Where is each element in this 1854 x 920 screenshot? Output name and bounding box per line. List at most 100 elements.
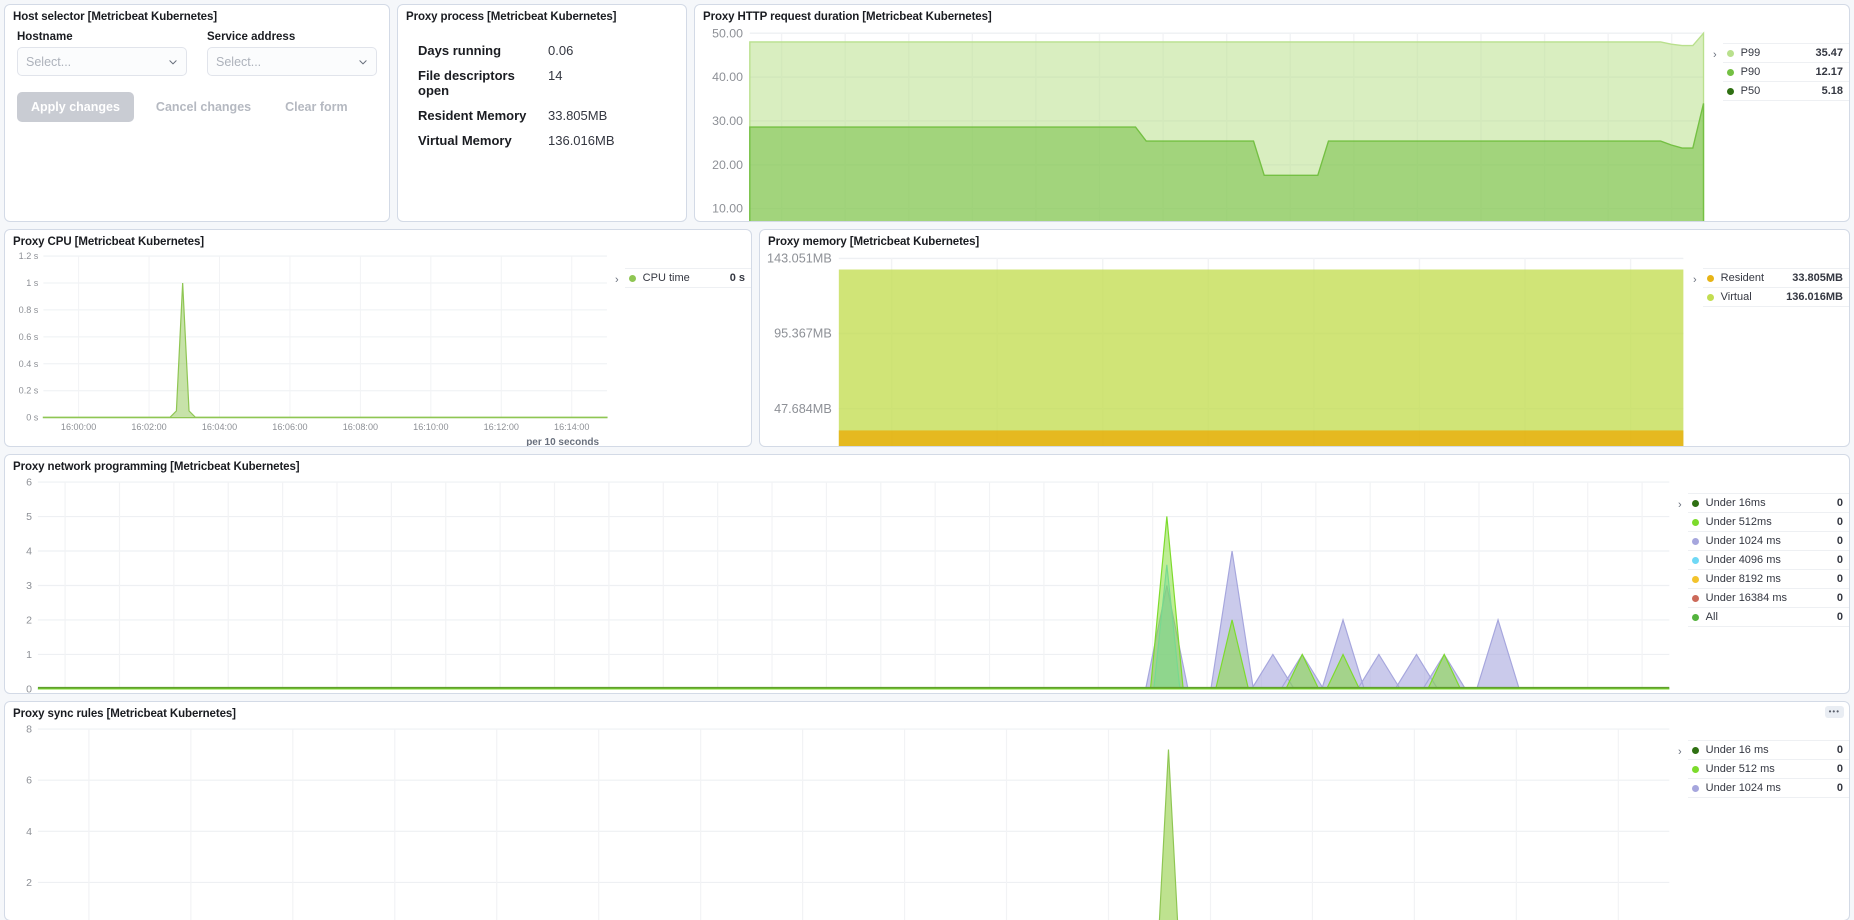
network-programming-svg: 012345616:00:0016:00:3016:01:0016:01:301… bbox=[26, 477, 1670, 694]
svg-text:16:02:00: 16:02:00 bbox=[131, 422, 166, 432]
http-duration-plot[interactable]: 0.0010.0020.0030.0040.0050.0016:00:0016:… bbox=[695, 25, 1709, 221]
legend-value: 0 bbox=[1836, 497, 1843, 509]
proxy-cpu-svg: 0 s 0.2 s 0.4 s 0.6 s 0.8 s 1 s 1.2 s 16:00:00 1… bbox=[19, 251, 608, 432]
legend-item[interactable]: Virtual 136.016MB bbox=[1702, 288, 1849, 307]
panel-http-duration: Proxy HTTP request duration [Metricbeat … bbox=[694, 4, 1850, 222]
svg-text:30.00: 30.00 bbox=[712, 114, 743, 128]
legend-item[interactable]: Resident 33.805MB bbox=[1702, 269, 1849, 288]
hostname-label: Hostname bbox=[17, 31, 73, 43]
proxy-memory-plot[interactable]: 0B47.684MB95.367MB143.051MB16:00:0016:02… bbox=[760, 250, 1689, 446]
legend-value: 0 bbox=[1836, 782, 1843, 794]
legend-label: P99 bbox=[1740, 47, 1761, 59]
legend-label: CPU time bbox=[642, 272, 690, 284]
proxy-memory-chart-wrap: 0B47.684MB95.367MB143.051MB16:00:0016:02… bbox=[760, 250, 1849, 446]
legend-value: 0 bbox=[1836, 744, 1843, 756]
legend-item[interactable]: P99 35.47 bbox=[1722, 44, 1849, 63]
panel-sync-rules: Proxy sync rules [Metricbeat Kubernetes]… bbox=[4, 701, 1850, 920]
svg-text:16:08:00: 16:08:00 bbox=[343, 422, 378, 432]
legend-label: Under 1024 ms bbox=[1705, 782, 1781, 794]
legend-value: 5.18 bbox=[1821, 85, 1843, 97]
legend-label: Resident bbox=[1720, 272, 1765, 284]
panel-title-network-programming: Proxy network programming [Metricbeat Ku… bbox=[13, 461, 300, 473]
legend-label: P50 bbox=[1740, 85, 1761, 97]
hostname-select[interactable]: Select... bbox=[17, 47, 187, 76]
legend-item[interactable]: Under 16ms 0 bbox=[1687, 494, 1849, 513]
legend-list: Resident 33.805MB Virtual 136.016MB bbox=[1702, 268, 1849, 307]
panel-context-menu-icon[interactable]: ••• bbox=[1824, 706, 1844, 718]
sync-rules-plot[interactable]: 02468 bbox=[5, 722, 1674, 920]
svg-text:16:12:00: 16:12:00 bbox=[484, 422, 519, 432]
legend-item[interactable]: P90 12.17 bbox=[1722, 63, 1849, 82]
legend-expand-icon[interactable]: › bbox=[1678, 499, 1682, 511]
service-address-label: Service address bbox=[207, 31, 296, 43]
legend-color-dot bbox=[1706, 293, 1714, 301]
legend-color-dot bbox=[1726, 68, 1734, 76]
legend-item[interactable]: Under 1024 ms 0 bbox=[1687, 779, 1849, 798]
svg-text:143.051MB: 143.051MB bbox=[767, 252, 832, 266]
legend-value: 33.805MB bbox=[1792, 272, 1843, 284]
legend-item[interactable]: Under 8192 ms 0 bbox=[1687, 570, 1849, 589]
panel-host-selector: Host selector [Metricbeat Kubernetes] Ho… bbox=[4, 4, 390, 222]
legend-expand-icon[interactable]: › bbox=[1713, 49, 1717, 61]
panel-title-proxy-process: Proxy process [Metricbeat Kubernetes] bbox=[406, 11, 617, 23]
dashboard-row-2: Proxy CPU [Metricbeat Kubernetes] 0 s 0.2… bbox=[4, 229, 1850, 447]
legend-item[interactable]: All 0 bbox=[1687, 608, 1849, 627]
legend-color-dot bbox=[1691, 784, 1699, 792]
legend-value: 35.47 bbox=[1815, 47, 1843, 59]
proxy-cpu-plot[interactable]: 0 s 0.2 s 0.4 s 0.6 s 0.8 s 1 s 1.2 s 16:00:00 1… bbox=[5, 250, 611, 447]
host-selector-controls: Hostname Select... Service address Selec… bbox=[17, 31, 377, 76]
svg-text:50.00: 50.00 bbox=[712, 26, 743, 40]
proxy-cpu-x-unit: per 10 seconds bbox=[526, 436, 599, 447]
metric-value: 136.016MB bbox=[548, 133, 615, 148]
panel-proxy-process: Proxy process [Metricbeat Kubernetes] Da… bbox=[397, 4, 687, 222]
metric-row: Resident Memory 33.805MB bbox=[418, 108, 686, 123]
hostname-select-value: Select... bbox=[26, 54, 72, 69]
metric-value: 14 bbox=[548, 68, 563, 83]
svg-text:2: 2 bbox=[26, 877, 32, 889]
legend-label: Under 1024 ms bbox=[1705, 535, 1781, 547]
legend-color-dot bbox=[1691, 594, 1699, 602]
clear-form-button[interactable]: Clear form bbox=[273, 92, 360, 122]
svg-text:0: 0 bbox=[26, 683, 32, 694]
legend-list: Under 16ms 0 Under 512ms 0 Under 1024 ms 0 Und… bbox=[1687, 493, 1849, 627]
legend-expand-icon[interactable]: › bbox=[615, 274, 619, 286]
legend-color-dot bbox=[1691, 518, 1699, 526]
svg-text:0 s: 0 s bbox=[26, 413, 39, 423]
legend-item[interactable]: Under 512 ms 0 bbox=[1687, 760, 1849, 779]
cancel-changes-button[interactable]: Cancel changes bbox=[144, 92, 263, 122]
service-address-control: Service address Select... bbox=[207, 31, 377, 76]
http-duration-legend: › P99 35.47 P90 12.17 P50 5.18 bbox=[1709, 25, 1849, 221]
dashboard-row-3: Proxy network programming [Metricbeat Ku… bbox=[4, 454, 1850, 694]
legend-expand-icon[interactable]: › bbox=[1678, 746, 1682, 758]
apply-changes-button[interactable]: Apply changes bbox=[17, 92, 134, 122]
legend-item[interactable]: Under 16 ms 0 bbox=[1687, 741, 1849, 760]
network-programming-plot[interactable]: 012345616:00:0016:00:3016:01:0016:01:301… bbox=[5, 475, 1674, 694]
panel-title-proxy-cpu: Proxy CPU [Metricbeat Kubernetes] bbox=[13, 236, 204, 248]
legend-item[interactable]: Under 16384 ms 0 bbox=[1687, 589, 1849, 608]
legend-item[interactable]: Under 512ms 0 bbox=[1687, 513, 1849, 532]
legend-item[interactable]: CPU time 0 s bbox=[624, 269, 751, 288]
legend-list: P99 35.47 P90 12.17 P50 5.18 bbox=[1722, 43, 1849, 101]
service-address-select-value: Select... bbox=[216, 54, 262, 69]
metric-row: Days running 0.06 bbox=[418, 43, 686, 58]
legend-item[interactable]: Under 1024 ms 0 bbox=[1687, 532, 1849, 551]
svg-text:6: 6 bbox=[26, 775, 32, 787]
svg-text:0.6 s: 0.6 s bbox=[19, 332, 39, 342]
legend-label: Under 16ms bbox=[1705, 497, 1766, 509]
legend-expand-icon[interactable]: › bbox=[1693, 274, 1697, 286]
panel-network-programming: Proxy network programming [Metricbeat Ku… bbox=[4, 454, 1850, 694]
legend-label: Under 512ms bbox=[1705, 516, 1772, 528]
legend-value: 0 bbox=[1836, 535, 1843, 547]
legend-value: 0 bbox=[1836, 611, 1843, 623]
http-duration-chart-wrap: 0.0010.0020.0030.0040.0050.0016:00:0016:… bbox=[695, 25, 1849, 221]
sync-rules-legend: › Under 16 ms 0 Under 512 ms 0 Under 1024 ms… bbox=[1674, 722, 1849, 920]
svg-text:16:00:00: 16:00:00 bbox=[61, 422, 96, 432]
legend-item[interactable]: Under 4096 ms 0 bbox=[1687, 551, 1849, 570]
service-address-select[interactable]: Select... bbox=[207, 47, 377, 76]
legend-item[interactable]: P50 5.18 bbox=[1722, 82, 1849, 101]
legend-value: 0 bbox=[1836, 592, 1843, 604]
network-programming-legend: › Under 16ms 0 Under 512ms 0 Under 1024 ms 0 U… bbox=[1674, 475, 1849, 693]
legend-label: Under 8192 ms bbox=[1705, 573, 1781, 585]
metric-value: 0.06 bbox=[548, 43, 574, 58]
metric-key: File descriptors open bbox=[418, 68, 515, 98]
